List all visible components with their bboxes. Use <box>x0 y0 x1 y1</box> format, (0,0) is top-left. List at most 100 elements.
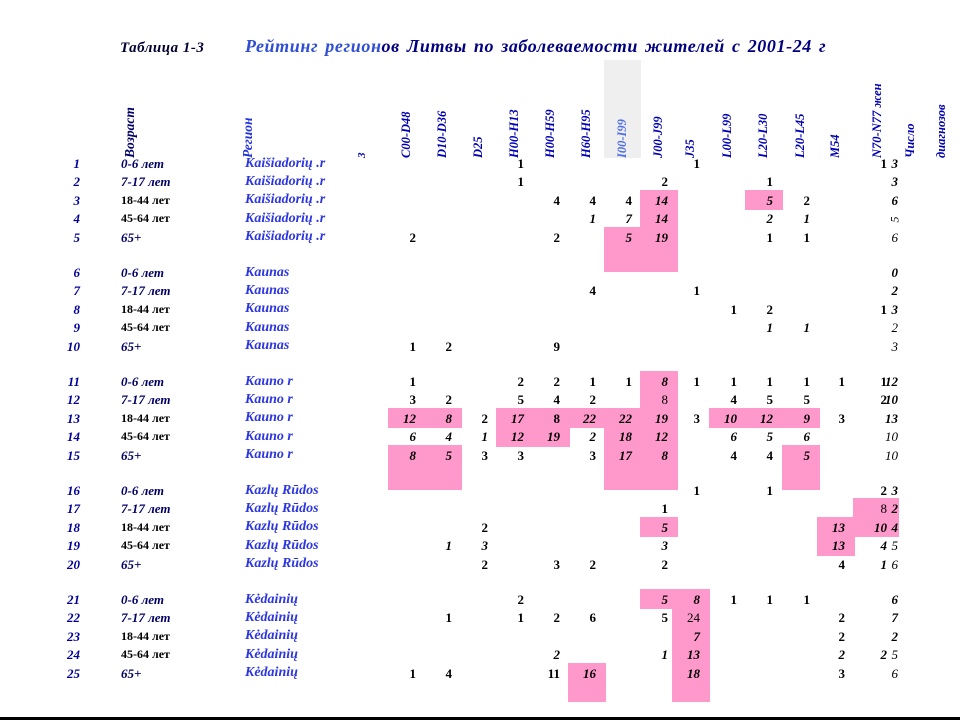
value-cell-H00-H13: 5 <box>517 392 525 408</box>
age-cell: 65+ <box>121 665 142 681</box>
row-number: 24 <box>67 647 80 663</box>
value-cell-J00-J99: 2 <box>661 174 669 190</box>
highlight-pink <box>640 516 678 538</box>
value-cell-I00-I99: 5 <box>625 229 633 245</box>
highlight-pink <box>709 407 747 429</box>
total-cell: 6 <box>891 592 899 607</box>
total-cell: 2 <box>891 283 899 299</box>
value-cell-L20-L30: 2 <box>766 301 774 317</box>
value-cell-H00-H59: 8 <box>553 410 561 426</box>
value-cell-I00-I99: 4 <box>625 192 633 208</box>
value-cell-I00-I99: 1 <box>625 374 633 389</box>
total-cell: 2 <box>891 628 899 644</box>
age-cell: 0-6 лет <box>121 374 164 389</box>
highlight-pink <box>672 589 710 610</box>
value-cell-H60-H95: 2 <box>589 556 597 572</box>
region-cell: Kaišiadorių .r <box>245 229 326 245</box>
value-cell-L00-L99: 1 <box>730 374 738 389</box>
value-cell-H00-H59: 2 <box>553 610 561 626</box>
age-cell: 65+ <box>121 229 142 245</box>
region-cell: Kaunas <box>245 282 290 298</box>
region-cell: Kaunas <box>245 264 290 280</box>
total-cell: 13 <box>885 410 898 426</box>
value-cell-H00-H13: 1 <box>517 156 525 171</box>
value-cell-D10-D36: 1 <box>445 538 453 554</box>
highlight-pink <box>568 662 606 683</box>
row-number: 25 <box>67 665 80 681</box>
total-cell: 6 <box>891 192 899 208</box>
page-title: Рейтинг регионов Литвы по заболеваемости… <box>245 36 826 57</box>
value-cell-C00-D48: 2 <box>409 229 417 245</box>
highlight-pink-extension <box>782 463 820 490</box>
highlight-pink <box>782 444 820 465</box>
region-cell: Kauno r <box>245 373 293 389</box>
highlight-pink <box>640 407 678 429</box>
row-number: 8 <box>73 301 81 317</box>
value-cell-D10-D36: 8 <box>445 410 453 426</box>
region-cell: Kėdainių <box>245 591 298 607</box>
row-number: 1 <box>73 156 81 171</box>
value-cell-L00-L99: 1 <box>730 592 738 607</box>
row-number: 20 <box>67 556 80 572</box>
highlight-pink <box>640 226 678 247</box>
column-header-M54: M54 <box>828 134 842 158</box>
highlight-pink-extension <box>640 463 678 490</box>
column-header-L20-L45: L20-L45 <box>793 113 807 158</box>
highlight-pink <box>388 407 426 429</box>
highlight-pink <box>672 625 710 647</box>
value-cell-L00-L99: 4 <box>730 447 738 463</box>
highlight-pink <box>424 444 462 465</box>
row-number: 16 <box>67 483 80 498</box>
age-cell: 7-17 лет <box>121 501 171 517</box>
value-cell-I00-I99: 22 <box>619 410 632 426</box>
row-number: 17 <box>67 501 80 517</box>
value-cell-D25: 3 <box>481 538 489 554</box>
value-cell-L20-L45: 1 <box>803 374 811 389</box>
value-cell-L20-L30: 5 <box>766 392 774 408</box>
value-cell-J35: 1 <box>693 283 701 299</box>
highlight-pink <box>853 516 899 538</box>
age-cell: 65+ <box>121 556 142 572</box>
age-cell: 0-6 лет <box>121 483 164 498</box>
highlight-pink-extension <box>604 463 642 490</box>
age-cell: 7-17 лет <box>121 610 171 626</box>
highlight-pink-extension <box>604 245 642 272</box>
column-header-N70-N77-жен: N70-N77 жен <box>870 83 884 158</box>
value-cell-C00-D48: 1 <box>409 338 417 354</box>
value-cell-H00-H59: 9 <box>553 338 561 354</box>
column-header-Число: Число <box>903 123 917 158</box>
value-cell-J35: 1 <box>693 156 701 171</box>
value-cell-L20-L45: 1 <box>803 229 811 245</box>
age-cell: 45-64 лет <box>121 647 170 662</box>
age-cell: 18-44 лет <box>121 519 170 534</box>
value-cell-L20-L45: 1 <box>803 211 811 227</box>
value-cell-J35: 24 <box>687 610 700 626</box>
row-number: 19 <box>67 538 80 554</box>
value-cell-H00-H59: 4 <box>553 392 561 408</box>
value-cell-N70-N77-жен: 1 <box>880 374 888 389</box>
value-cell-J35: 8 <box>693 592 701 607</box>
column-header-D10-D36: D10-D36 <box>435 110 449 158</box>
highlight-pink <box>782 407 820 429</box>
region-cell: Kauno r <box>245 428 293 444</box>
highlight-pink <box>817 535 855 556</box>
value-cell-C00-D48: 1 <box>409 665 417 681</box>
highlight-pink <box>388 444 426 465</box>
value-cell-D10-D36: 2 <box>445 392 453 408</box>
row-number: 12 <box>67 392 80 408</box>
region-cell: Kazlų Rūdos <box>245 482 319 498</box>
total-cell: 3 <box>891 174 899 190</box>
age-cell: 18-44 лет <box>121 301 170 316</box>
value-cell-L20-L30: 1 <box>766 483 774 498</box>
total-cell: 5 <box>891 538 899 554</box>
title-part1: Рейтинг регион <box>245 36 382 56</box>
value-cell-H60-H95: 6 <box>589 610 597 626</box>
row-number: 6 <box>73 265 81 280</box>
region-cell: Kaunas <box>245 338 290 354</box>
column-header-L00-L99: L00-L99 <box>720 113 734 158</box>
row-number: 10 <box>67 338 80 354</box>
value-cell-D25: 2 <box>481 519 489 535</box>
region-cell: Kėdainių <box>245 628 298 644</box>
highlight-pink-extension <box>672 681 710 702</box>
